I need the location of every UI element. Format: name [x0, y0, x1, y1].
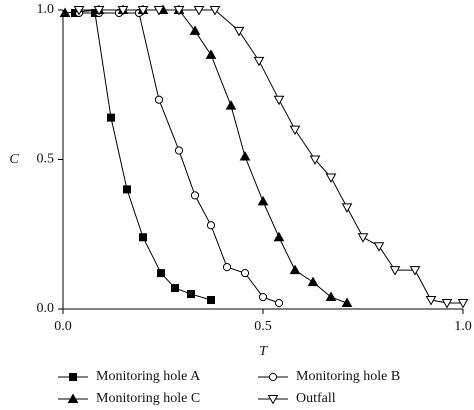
- marker: [189, 25, 201, 35]
- marker: [93, 6, 105, 16]
- marker: [357, 233, 369, 243]
- marker: [425, 296, 437, 306]
- marker: [206, 221, 216, 230]
- marker: [274, 298, 284, 308]
- marker: [341, 203, 353, 213]
- marker: [457, 299, 469, 309]
- marker: [273, 231, 285, 242]
- marker: [139, 233, 147, 242]
- marker: [187, 290, 195, 299]
- marker: [123, 185, 131, 194]
- marker: [258, 292, 268, 302]
- marker: [222, 263, 232, 272]
- marker: [373, 242, 385, 252]
- marker: [267, 395, 279, 405]
- marker: [205, 49, 217, 59]
- marker: [190, 191, 200, 200]
- marker: [307, 276, 319, 287]
- marker: [289, 264, 301, 275]
- marker: [409, 266, 421, 276]
- marker: [157, 269, 165, 278]
- marker: [441, 299, 453, 309]
- series-line: [79, 12, 280, 304]
- marker: [69, 373, 77, 381]
- marker: [207, 296, 215, 305]
- y-tick-label: 1.0: [37, 2, 55, 17]
- x-axis-label: T: [259, 344, 268, 359]
- marker: [117, 6, 129, 16]
- marker: [325, 291, 337, 302]
- marker: [225, 100, 237, 110]
- marker: [59, 7, 71, 17]
- x-tick-label: 1.0: [454, 319, 472, 334]
- marker: [233, 26, 245, 37]
- series-line: [79, 9, 463, 304]
- marker: [107, 113, 115, 122]
- legend-label: Monitoring hole A: [96, 369, 201, 384]
- marker: [154, 95, 164, 104]
- marker: [268, 372, 278, 382]
- legend-label: Outfall: [296, 391, 336, 406]
- marker: [309, 155, 321, 166]
- marker: [174, 146, 184, 155]
- series-line: [64, 9, 348, 304]
- marker: [153, 6, 165, 16]
- y-tick-label: 0.0: [37, 301, 55, 316]
- series-line: [75, 12, 212, 301]
- marker: [325, 173, 337, 183]
- marker: [389, 266, 401, 276]
- marker: [209, 6, 221, 16]
- y-tick-label: 0.5: [37, 152, 55, 167]
- marker: [257, 195, 269, 206]
- marker: [173, 6, 185, 16]
- marker: [240, 269, 250, 278]
- marker: [137, 6, 149, 16]
- x-tick-label: 0.0: [54, 319, 72, 334]
- marker: [193, 6, 205, 16]
- x-tick-label: 0.5: [254, 319, 272, 334]
- marker: [341, 297, 353, 308]
- legend-label: Monitoring hole B: [296, 369, 400, 384]
- marker: [67, 393, 79, 403]
- marker: [239, 150, 251, 161]
- marker: [289, 125, 301, 136]
- marker: [73, 6, 85, 16]
- legend-label: Monitoring hole C: [96, 391, 200, 406]
- y-axis-label: C: [9, 152, 19, 167]
- marker: [171, 284, 179, 293]
- marker: [253, 56, 265, 67]
- marker: [273, 95, 285, 106]
